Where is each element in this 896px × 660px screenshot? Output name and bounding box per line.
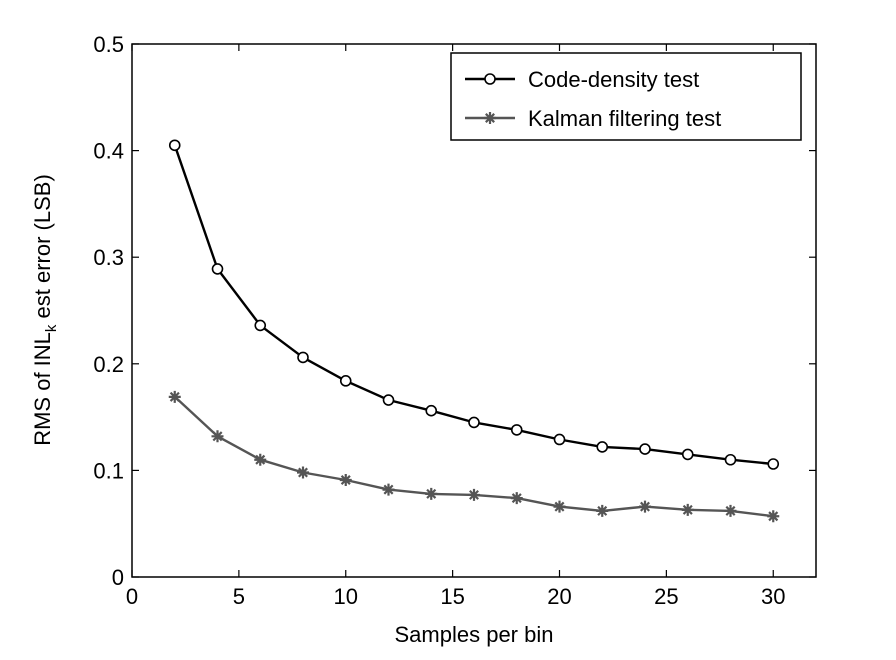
legend-entry-code-density: Code-density test (465, 67, 699, 92)
y-tick-label: 0.5 (93, 32, 124, 57)
data-point (297, 466, 309, 479)
data-point (254, 453, 267, 466)
x-tick-label: 30 (761, 584, 785, 609)
legend-box (450, 52, 802, 141)
legend-marker-kalman (484, 112, 496, 124)
legend-label-kalman: Kalman filtering test (528, 106, 721, 131)
data-point (639, 500, 651, 513)
data-point (468, 416, 480, 429)
legend-entry-kalman: Kalman filtering test (465, 106, 721, 131)
data-point (510, 492, 523, 505)
data-point (211, 430, 224, 443)
data-point (468, 488, 480, 501)
legend-label-code-density: Code-density test (528, 67, 699, 92)
series-layer (168, 139, 780, 523)
y-tick-label: 0.2 (93, 352, 124, 377)
data-point (339, 473, 352, 486)
data-point (425, 404, 438, 417)
legend-marker-code-density (484, 73, 496, 85)
data-point (553, 500, 566, 513)
y-tick-label: 0 (112, 565, 124, 590)
data-point (553, 433, 566, 446)
data-point (425, 487, 438, 500)
y-axis-label-suffix: est error (LSB) (30, 174, 55, 324)
y-axis-label-subscript: k (43, 324, 60, 332)
data-point (596, 504, 609, 517)
y-tick-label: 0.1 (93, 458, 124, 483)
data-point (639, 443, 651, 455)
data-point (510, 424, 523, 436)
legend: Code-density test Kalman filtering test (450, 52, 802, 141)
x-axis-label: Samples per bin (395, 622, 554, 647)
data-point (767, 458, 780, 470)
x-tick-label: 10 (334, 584, 358, 609)
series-kalman (168, 390, 780, 523)
data-point (168, 390, 181, 403)
data-point (724, 453, 737, 466)
ticks-layer: 0 5 10 15 20 25 30 0 0.1 0.2 0.3 0.4 0.5 (93, 32, 816, 609)
y-axis-label-prefix: RMS of INL (30, 332, 55, 446)
data-point (681, 448, 694, 461)
x-tick-label: 20 (547, 584, 571, 609)
y-axis-label: RMS of INLk est error (LSB) (30, 174, 60, 446)
data-point (297, 351, 309, 364)
x-tick-label: 25 (654, 584, 678, 609)
x-tick-label: 0 (126, 584, 138, 609)
data-point (596, 441, 609, 453)
data-point (211, 263, 224, 275)
series-code-density (168, 139, 780, 470)
data-point (681, 503, 694, 516)
x-tick-label: 15 (440, 584, 464, 609)
x-tick-label: 5 (233, 584, 245, 609)
y-tick-label: 0.4 (93, 139, 124, 164)
data-point (724, 504, 737, 517)
data-point (339, 375, 352, 387)
data-point (382, 483, 395, 496)
y-tick-label: 0.3 (93, 245, 124, 270)
data-point (767, 510, 780, 523)
data-point (254, 319, 267, 332)
data-point (382, 394, 395, 406)
data-point (168, 139, 181, 152)
